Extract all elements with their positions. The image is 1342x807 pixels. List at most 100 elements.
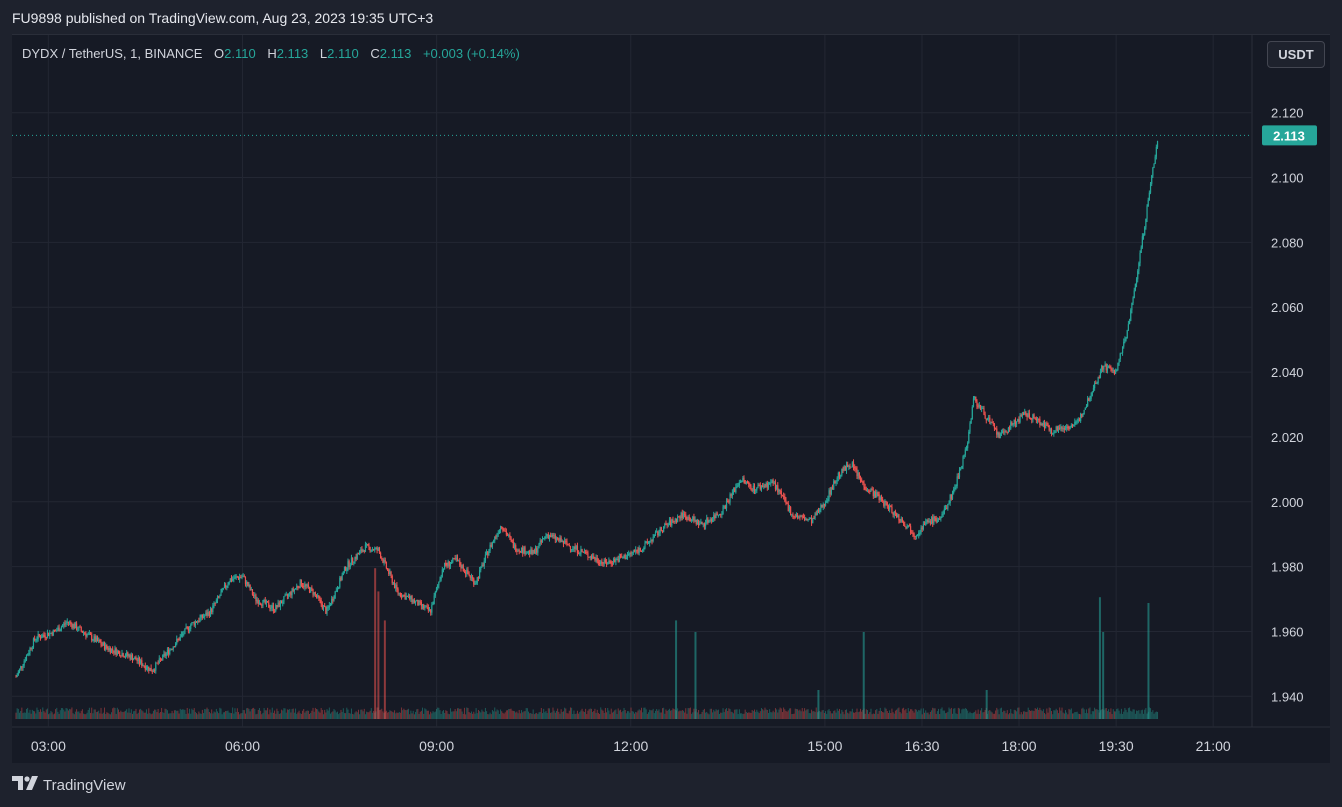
volume-bar xyxy=(1014,710,1016,719)
candle-body xyxy=(367,543,369,545)
low-label: L xyxy=(319,46,328,61)
candle-body xyxy=(465,571,467,575)
volume-bar xyxy=(728,708,730,719)
candle-body xyxy=(583,552,586,553)
volume-bar xyxy=(858,711,860,719)
candle-body xyxy=(605,562,608,565)
candle-body xyxy=(440,576,442,580)
volume-bar xyxy=(798,710,800,719)
candle-body xyxy=(131,654,134,661)
volume-bar xyxy=(1122,713,1124,719)
y-tick-label: 2.020 xyxy=(1271,430,1304,445)
candle-body xyxy=(396,584,398,590)
volume-bar xyxy=(385,710,387,719)
footer-brand[interactable]: TradingView xyxy=(43,776,126,794)
volume-bar xyxy=(574,714,576,719)
volume-bar xyxy=(1032,710,1034,719)
volume-bar xyxy=(405,710,407,719)
open-value: 2.110 xyxy=(224,46,256,61)
candle-body xyxy=(1125,338,1127,340)
candle-body xyxy=(786,503,788,505)
volume-bar xyxy=(123,711,125,719)
volume-bar xyxy=(859,708,861,719)
candle-body xyxy=(953,489,955,494)
volume-bar xyxy=(281,709,283,719)
volume-bar xyxy=(225,710,227,719)
tradingview-logo-icon[interactable] xyxy=(12,776,38,794)
candle-body xyxy=(498,530,500,534)
volume-bar xyxy=(1087,713,1089,719)
candle-body xyxy=(284,595,286,597)
volume-bar xyxy=(658,709,660,719)
volume-bar xyxy=(620,709,622,719)
candle-body xyxy=(234,576,236,579)
volume-bar xyxy=(29,709,31,719)
volume-bar xyxy=(912,710,914,719)
volume-bar xyxy=(489,712,491,719)
candle-body xyxy=(385,561,388,569)
volume-bar xyxy=(826,713,828,719)
volume-bar xyxy=(1048,707,1050,719)
volume-bar xyxy=(367,712,369,719)
candle-body xyxy=(1049,429,1051,431)
volume-bar xyxy=(1126,712,1128,719)
candle-body xyxy=(595,557,597,560)
candle-body xyxy=(46,632,49,638)
volume-bar xyxy=(514,711,516,719)
candle-body xyxy=(1025,411,1027,415)
candle-body xyxy=(757,485,759,488)
volume-bar xyxy=(659,712,661,719)
candle-body xyxy=(470,577,473,579)
volume-bar xyxy=(1030,710,1032,719)
volume-bar xyxy=(724,709,726,719)
volume-bar xyxy=(1076,711,1078,719)
candle-body xyxy=(1080,413,1082,422)
volume-bar xyxy=(610,708,612,719)
volume-bar xyxy=(1062,712,1064,719)
volume-bar xyxy=(908,711,910,719)
candle-body xyxy=(308,587,311,593)
candle-body xyxy=(478,570,481,579)
candle-body xyxy=(890,506,892,507)
volume-bar xyxy=(242,709,244,719)
volume-bar xyxy=(532,709,534,719)
candle-body xyxy=(89,633,92,635)
candle-body xyxy=(1155,146,1157,157)
candle-body xyxy=(820,504,822,510)
volume-bar xyxy=(235,711,237,719)
candle-body xyxy=(379,552,382,559)
candle-body xyxy=(621,556,623,558)
volume-bar xyxy=(865,709,867,719)
candle-body xyxy=(15,676,17,678)
volume-bar xyxy=(150,714,152,719)
volume-bar xyxy=(668,708,670,719)
volume-bar xyxy=(65,707,67,719)
volume-bar xyxy=(946,712,948,719)
volume-bar xyxy=(652,708,654,719)
candle-body xyxy=(573,546,575,550)
currency-button[interactable]: USDT xyxy=(1267,41,1325,68)
candle-body xyxy=(1067,426,1069,429)
candle-body xyxy=(242,576,244,578)
candlestick-chart[interactable]: 2.1202.1002.0802.0602.0402.0202.0001.980… xyxy=(12,35,1330,763)
candle-body xyxy=(188,629,191,631)
last-price-badge xyxy=(1262,125,1317,146)
candle-body xyxy=(667,524,669,526)
chart-panel[interactable]: 2.120 2.100 2.080 2.060 2.040 2.020 2.000 1.980… xyxy=(12,34,1330,763)
volume-bar xyxy=(86,712,88,719)
volume-bar xyxy=(140,708,142,719)
symbol-label[interactable]: DYDX / TetherUS, 1, BINANCE xyxy=(22,46,203,61)
candle-body xyxy=(193,622,195,626)
volume-bar xyxy=(313,711,315,719)
volume-bar xyxy=(814,711,816,719)
volume-bar xyxy=(943,710,945,719)
candle-body xyxy=(319,598,321,600)
candle-body xyxy=(512,541,514,549)
candle-body xyxy=(312,589,314,595)
candle-body xyxy=(1112,370,1114,371)
volume-bar xyxy=(426,710,428,719)
volume-bar xyxy=(330,713,332,719)
candle-body xyxy=(894,511,897,514)
candle-body xyxy=(1015,421,1018,425)
volume-bar xyxy=(979,710,981,719)
